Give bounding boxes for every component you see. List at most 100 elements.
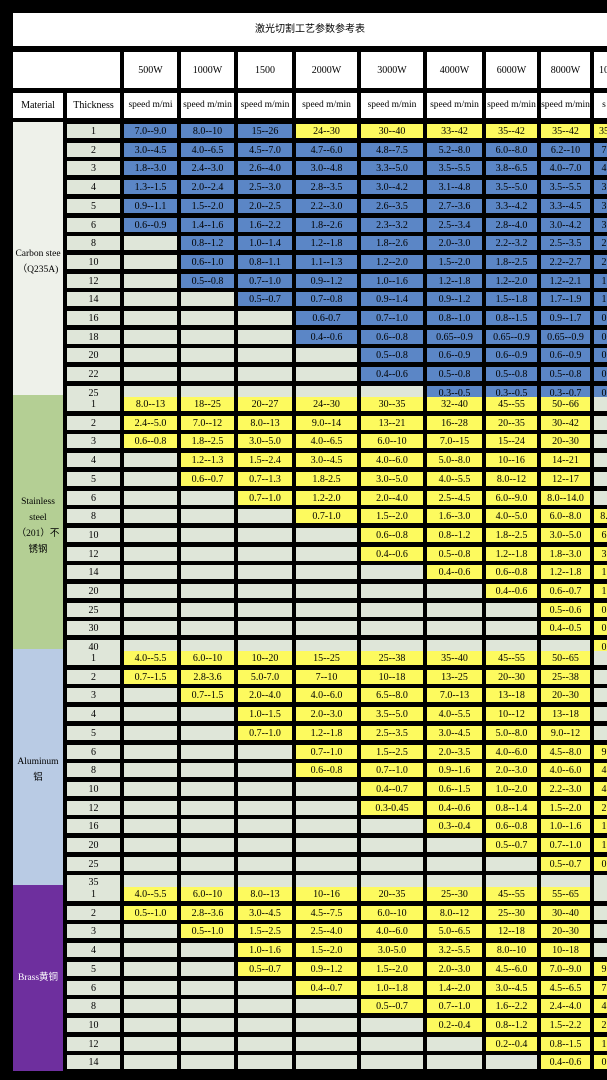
speed-value-cell: 1.1--1.3 <box>296 255 357 269</box>
header-thickness: Thickness <box>67 93 120 118</box>
speed-value-cell: 12--17 <box>541 472 590 486</box>
speed-value-cell <box>181 386 234 400</box>
speed-value-cell: 2.5--3.0 <box>238 180 292 194</box>
speed-value-cell <box>296 782 357 796</box>
speed-value-cell: 0.3--0.4 <box>427 819 482 833</box>
material-label-line: steel <box>29 512 47 523</box>
speed-value-cell <box>181 857 234 871</box>
speed-value-cell: 12--18 <box>486 924 537 938</box>
speed-value-cell: 30--42 <box>541 416 590 430</box>
thickness-cell: 4 <box>67 453 120 467</box>
thickness-cell: 4 <box>67 943 120 957</box>
speed-value-cell <box>361 819 423 833</box>
speed-value-cell <box>238 999 292 1013</box>
header-material: Material <box>13 93 63 118</box>
speed-value-cell <box>361 565 423 579</box>
speed-value-cell: 35 <box>594 124 607 138</box>
speed-value-cell: 7.0--15 <box>427 434 482 448</box>
thickness-cell: 10 <box>67 782 120 796</box>
speed-value-cell <box>238 603 292 617</box>
speed-value-cell <box>124 875 177 889</box>
speed-value-cell: 13--25 <box>427 670 482 684</box>
speed-value-cell <box>124 509 177 523</box>
speed-value-cell <box>296 801 357 815</box>
speed-value-cell <box>181 528 234 542</box>
speed-value-cell: 0 <box>594 311 607 325</box>
speed-value-cell <box>594 670 607 684</box>
speed-value-cell: 0.5--1.0 <box>181 924 234 938</box>
speed-value-cell <box>541 640 590 654</box>
speed-value-cell: 4.0--6.0 <box>296 688 357 702</box>
speed-value-cell: 0.7--1.0 <box>541 838 590 852</box>
speed-value-cell: 14--21 <box>541 453 590 467</box>
speed-value-cell: 8. <box>594 509 607 523</box>
speed-value-cell <box>124 528 177 542</box>
speed-value-cell <box>181 875 234 889</box>
speed-value-cell: 2.2--2.7 <box>541 255 590 269</box>
speed-value-cell <box>124 924 177 938</box>
speed-value-cell: 4.0--6.5 <box>181 143 234 157</box>
speed-value-cell: 0.9--1.7 <box>541 311 590 325</box>
speed-value-cell: 2.6--4.0 <box>238 161 292 175</box>
speed-value-cell: 1.8--2.5 <box>486 528 537 542</box>
speed-value-cell: 1.2--1.3 <box>181 453 234 467</box>
speed-value-cell <box>296 999 357 1013</box>
speed-value-cell: 2.4--5.0 <box>124 416 177 430</box>
speed-value-cell <box>427 1037 482 1051</box>
speed-value-cell: 0 <box>594 621 607 635</box>
speed-value-cell <box>238 1037 292 1051</box>
speed-value-cell: 15--25 <box>296 651 357 665</box>
material-label-line: Carbon stee <box>15 249 61 259</box>
speed-value-cell <box>361 640 423 654</box>
speed-value-cell <box>361 838 423 852</box>
thickness-cell: 25 <box>67 386 120 400</box>
speed-value-cell: 3.5--5.5 <box>427 161 482 175</box>
table-title: 激光切割工艺参数参考表 <box>13 13 607 46</box>
speed-value-cell: 0.7-1.0 <box>296 509 357 523</box>
thickness-cell: 6 <box>67 491 120 505</box>
speed-value-cell: 5.0--8.0 <box>486 726 537 740</box>
speed-value-cell <box>427 875 482 889</box>
speed-value-cell <box>181 962 234 976</box>
speed-value-cell <box>361 857 423 871</box>
speed-value-cell <box>124 688 177 702</box>
speed-value-cell: 0.4--0.6 <box>296 330 357 344</box>
speed-value-cell <box>124 857 177 871</box>
speed-value-cell: 2.7--3.6 <box>427 199 482 213</box>
speed-value-cell: 0.5--0.8 <box>541 367 590 381</box>
speed-value-cell: 30--40 <box>541 906 590 920</box>
speed-value-cell: 5.2--8.0 <box>427 143 482 157</box>
speed-value-cell: 20--30 <box>486 670 537 684</box>
speed-value-cell: 1.2-2.0 <box>296 491 357 505</box>
thickness-cell: 4 <box>67 180 120 194</box>
speed-value-cell <box>124 707 177 721</box>
speed-value-cell: 35--42 <box>486 124 537 138</box>
speed-value-cell <box>181 763 234 777</box>
speed-value-cell <box>296 1055 357 1069</box>
speed-value-cell: 1.0--1.4 <box>238 236 292 250</box>
speed-value-cell <box>238 509 292 523</box>
speed-value-cell: 2.5--3.5 <box>361 726 423 740</box>
thickness-cell: 20 <box>67 584 120 598</box>
speed-value-cell <box>296 565 357 579</box>
speed-value-cell: 1.8--2.6 <box>361 236 423 250</box>
speed-value-cell <box>486 621 537 635</box>
thickness-cell: 16 <box>67 819 120 833</box>
speed-value-cell: 1.2--2.0 <box>486 274 537 288</box>
thickness-cell: 30 <box>67 621 120 635</box>
speed-value-cell: 7 <box>594 143 607 157</box>
speed-value-cell <box>427 838 482 852</box>
speed-value-cell <box>181 1037 234 1051</box>
speed-value-cell: 2 <box>594 236 607 250</box>
speed-value-cell: 25--38 <box>361 651 423 665</box>
speed-value-cell: 0.8--1.0 <box>427 311 482 325</box>
speed-value-cell: 3.0--4.5 <box>124 143 177 157</box>
speed-value-cell: 0.3--0.7 <box>541 386 590 400</box>
speed-value-cell: 0.3-0.45 <box>361 801 423 815</box>
speed-value-cell <box>296 621 357 635</box>
speed-value-cell: 45--55 <box>486 397 537 411</box>
speed-value-cell: 4 <box>594 782 607 796</box>
speed-value-cell: 3.0--4.2 <box>361 180 423 194</box>
speed-value-cell <box>181 292 234 306</box>
speed-value-cell: 20--30 <box>541 434 590 448</box>
